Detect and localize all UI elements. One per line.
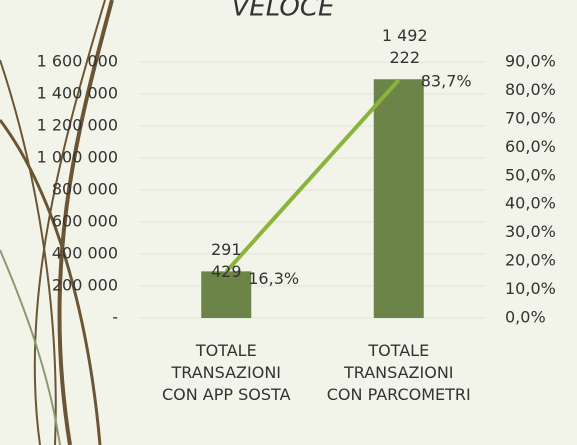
chart-title: VELOCE [232,0,336,23]
y2-tick-label: 30,0% [505,222,556,241]
y-tick-label: 1 200 000 [37,116,118,135]
data-label: 83,7% [421,71,472,90]
y2-tick-label: 70,0% [505,108,556,127]
data-label: 291 429 [196,239,256,283]
bar [374,79,424,318]
x-tick-label: TOTALE TRANSAZIONI CON PARCOMETRI [324,340,474,406]
y-tick-label: 400 000 [52,244,118,263]
y2-tick-label: 10,0% [505,279,556,298]
y2-tick-label: 0,0% [505,308,546,327]
y2-tick-label: 20,0% [505,251,556,270]
y-tick-label: 1 400 000 [37,84,118,103]
y-tick-label: - [112,308,118,327]
y-tick-label: 600 000 [52,212,118,231]
chart-page: VELOCE - 200 000 400 000 600 000 800 000 1 00… [0,0,577,445]
y-tick-label: 200 000 [52,276,118,295]
y2-tick-label: 60,0% [505,137,556,156]
x-tick-label: TOTALE TRANSAZIONI CON APP SOSTA [151,340,301,406]
y-tick-label: 800 000 [52,180,118,199]
y-tick-label: 1 600 000 [37,52,118,71]
y2-tick-label: 80,0% [505,80,556,99]
y2-tick-label: 40,0% [505,194,556,213]
data-label: 1 492 222 [375,25,435,69]
y2-tick-label: 50,0% [505,165,556,184]
y-tick-label: 1 000 000 [37,148,118,167]
y2-tick-label: 90,0% [505,52,556,71]
